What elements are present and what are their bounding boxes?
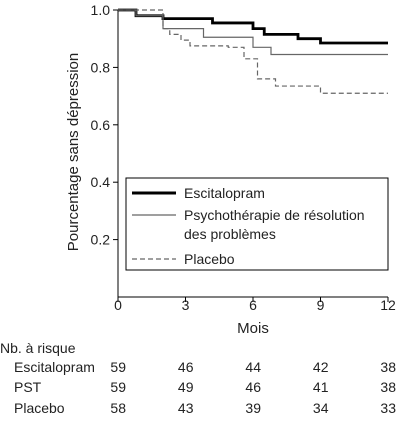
x-tick-label: 6 [249,297,257,313]
y-tick-label: 0.2 [91,232,111,248]
risk-value: 46 [245,379,261,395]
legend-label-pst-line2: des problèmes [184,226,276,242]
risk-row-label: PST [14,379,42,395]
risk-value: 43 [178,400,194,416]
ticks: 0 3 6 9 12 0.2 0.4 0.6 0.8 1.0 [91,2,396,313]
y-tick-label: 0.6 [91,117,111,133]
x-tick-label: 3 [182,297,190,313]
x-tick-label: 0 [114,297,122,313]
risk-value: 38 [380,359,396,375]
y-tick-label: 0.4 [91,174,111,190]
series-lines [118,8,388,94]
risk-value: 42 [313,359,329,375]
risk-value: 59 [110,379,126,395]
risk-value: 33 [380,400,396,416]
y-tick-label: 0.8 [91,59,111,75]
legend-label-pst-line1: Psychothérapie de résolution [184,207,365,223]
series-line-2 [118,9,388,94]
y-tick-label: 1.0 [91,2,111,18]
x-tick-label: 9 [317,297,325,313]
risk-value: 38 [380,379,396,395]
y-axis-title: Pourcentage sans dépression [65,53,82,251]
x-axis-title: Mois [237,320,269,337]
series-line-1 [118,9,388,56]
risk-value: 49 [178,379,194,395]
legend-label-placebo: Placebo [184,251,235,267]
risk-value: 34 [313,400,329,416]
risk-row-label: Escitalopram [14,359,95,375]
risk-value: 58 [110,400,126,416]
risk-value: 41 [313,379,329,395]
risk-value: 59 [110,359,126,375]
legend-label-escitalopram: Escitalopram [184,185,265,201]
risk-value: 46 [178,359,194,375]
legend: Escitalopram Psychothérapie de résolutio… [125,177,389,271]
risk-row-label: Placebo [14,400,65,416]
risk-table-title: Nb. à risque [0,340,76,356]
x-tick-label: 12 [380,297,396,313]
risk-value: 44 [245,359,261,375]
risk-table: Nb. à risque Escitalopram 59 46 44 42 38 PST 59… [0,340,396,416]
risk-value: 39 [245,400,261,416]
